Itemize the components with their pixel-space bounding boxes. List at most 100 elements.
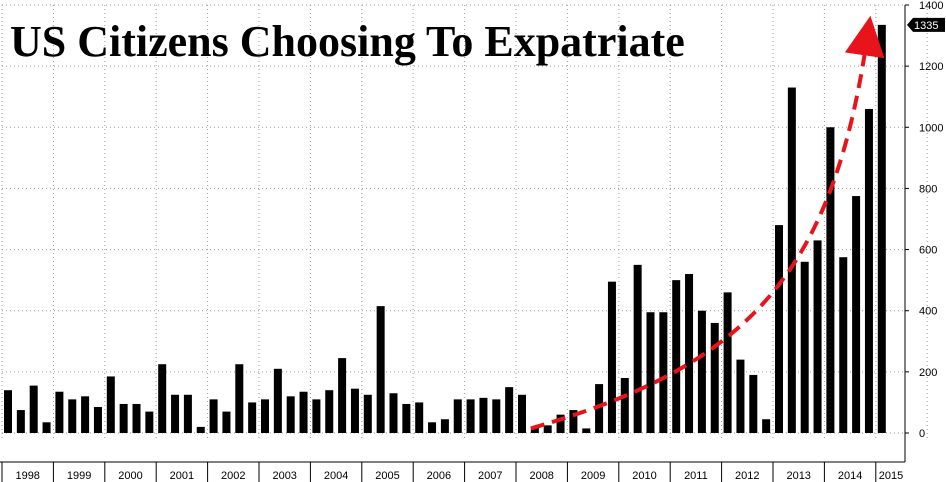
bar xyxy=(81,396,90,433)
bar xyxy=(685,274,694,433)
bar xyxy=(556,414,565,433)
bar xyxy=(569,410,578,433)
y-tick-label: 0 xyxy=(919,428,925,440)
bar xyxy=(595,384,604,433)
bar xyxy=(16,410,25,433)
bar xyxy=(518,394,526,433)
bar xyxy=(376,306,385,433)
bar xyxy=(607,281,616,433)
x-tick-label: 2009 xyxy=(581,470,605,482)
x-tick-label: 2005 xyxy=(375,470,399,482)
bar xyxy=(440,419,449,433)
bar xyxy=(723,292,732,433)
x-tick-label: 2000 xyxy=(118,470,142,482)
bar xyxy=(672,280,681,433)
bar xyxy=(415,402,424,433)
bar xyxy=(338,358,347,433)
y-tick-label: 200 xyxy=(919,367,937,379)
x-tick-label: 2012 xyxy=(735,470,759,482)
bar xyxy=(325,390,334,433)
x-tick-label: 1998 xyxy=(15,470,39,482)
bar xyxy=(389,393,398,433)
x-tick-label: 2015 xyxy=(879,470,903,482)
bar xyxy=(787,87,796,434)
bar xyxy=(852,196,861,433)
bar xyxy=(312,399,321,433)
bar xyxy=(209,399,218,433)
bar xyxy=(466,399,475,433)
bar xyxy=(93,407,102,433)
bar xyxy=(158,364,167,433)
bar xyxy=(222,411,231,433)
bar xyxy=(659,312,668,433)
x-tick-label: 2001 xyxy=(170,470,194,482)
bar xyxy=(646,312,655,433)
y-tick-label: 600 xyxy=(919,245,937,257)
bar xyxy=(839,257,848,433)
bar xyxy=(492,399,501,433)
bar xyxy=(749,374,758,433)
bar xyxy=(620,377,629,433)
bar xyxy=(428,422,437,433)
bar xyxy=(145,411,154,433)
y-tick-label: 1000 xyxy=(919,122,943,134)
bar xyxy=(171,394,180,433)
x-tick-label: 2007 xyxy=(478,470,502,482)
bar xyxy=(633,264,642,433)
bar xyxy=(877,24,886,433)
bar xyxy=(710,322,719,433)
x-tick-label: 2008 xyxy=(529,470,553,482)
bars xyxy=(4,24,886,434)
x-tick-label: 2004 xyxy=(324,470,348,482)
x-tick-label: 2006 xyxy=(427,470,451,482)
bar xyxy=(68,399,77,433)
y-tick-label: 800 xyxy=(919,183,937,195)
bar xyxy=(132,403,141,433)
bar xyxy=(453,399,462,433)
bar xyxy=(286,396,295,433)
bar xyxy=(106,376,115,433)
bar xyxy=(261,399,269,433)
last-value-badge xyxy=(907,17,945,32)
x-tick-label: 2014 xyxy=(838,470,862,482)
bar xyxy=(582,428,591,433)
bar xyxy=(55,391,64,433)
bar xyxy=(505,387,514,433)
bar xyxy=(800,261,809,433)
bar xyxy=(775,225,783,433)
bar xyxy=(42,422,51,433)
bar xyxy=(402,403,411,433)
gridlines xyxy=(1,4,928,439)
y-tick-label: 1400 xyxy=(919,0,943,12)
bar xyxy=(543,425,552,433)
trend-arrow xyxy=(530,15,885,431)
bar xyxy=(29,385,38,433)
x-tick-label: 1999 xyxy=(67,470,91,482)
bar xyxy=(196,426,205,433)
x-tick-label: 2002 xyxy=(221,470,245,482)
bar xyxy=(119,403,128,433)
bar xyxy=(183,394,192,433)
chart-title: US Citizens Choosing To Expatriate xyxy=(10,17,685,66)
x-tick-label: 2003 xyxy=(272,470,296,482)
y-tick-label: 400 xyxy=(919,306,937,318)
bar xyxy=(813,240,822,433)
bar xyxy=(248,402,257,433)
bar xyxy=(736,359,745,433)
bar xyxy=(4,390,12,433)
bar xyxy=(762,419,771,433)
bar xyxy=(697,310,706,433)
bar xyxy=(479,397,488,433)
bar xyxy=(530,426,539,433)
x-tick-label: 2011 xyxy=(684,470,708,482)
bar xyxy=(235,364,244,433)
bar xyxy=(350,388,359,433)
bar xyxy=(826,127,835,434)
bar xyxy=(273,368,282,433)
last-value-label: 1335 xyxy=(914,20,938,32)
trend-arrow-path xyxy=(530,15,885,431)
x-tick-label: 2013 xyxy=(786,470,810,482)
x-tick-label: 2010 xyxy=(632,470,656,482)
y-tick-label: 1200 xyxy=(919,61,943,73)
